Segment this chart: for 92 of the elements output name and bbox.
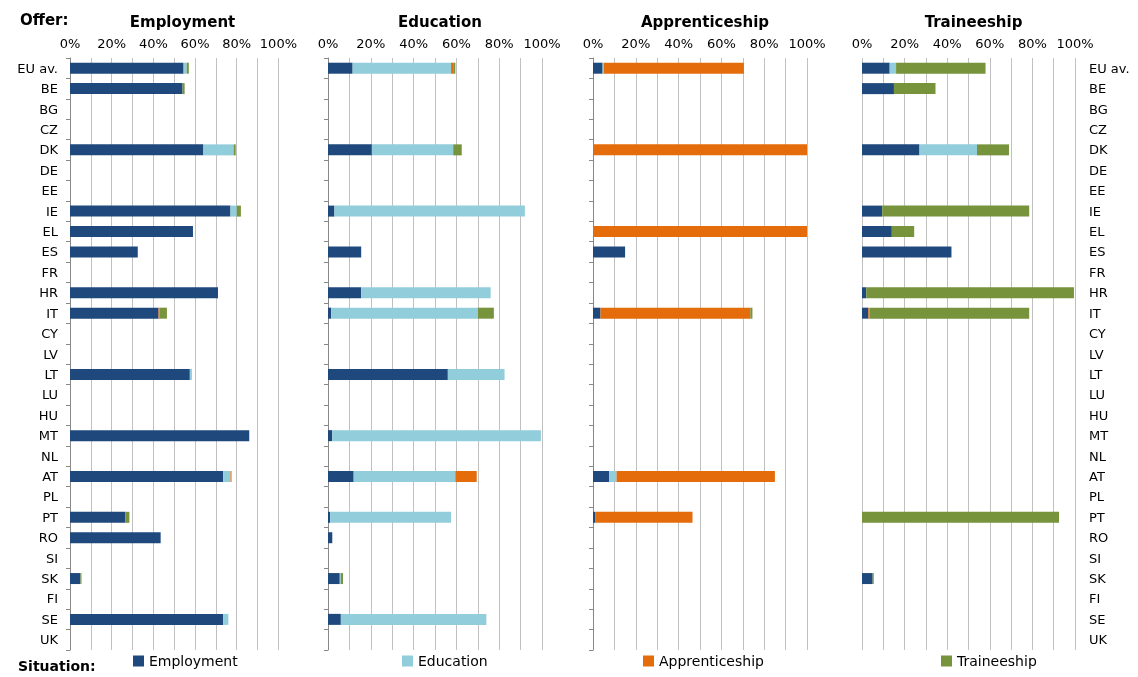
x-tick-label: 60% — [441, 36, 471, 51]
y-tick-label: AT — [1089, 468, 1105, 484]
x-tick-label: 100% — [523, 36, 561, 51]
y-tick-label: LV — [1089, 346, 1104, 362]
y-tick-label: PL — [1089, 489, 1105, 505]
x-tick-label: 0% — [582, 36, 604, 51]
y-tick-label: RO — [38, 530, 58, 546]
y-tick-label: NL — [41, 448, 59, 464]
legend-label: Traineeship — [956, 653, 1037, 669]
y-tick-label: EL — [1089, 224, 1106, 240]
y-tick-label: SE — [1089, 611, 1106, 627]
y-tick-label: SK — [41, 571, 59, 587]
y-tick-label: MT — [38, 428, 59, 444]
y-tick-label: FI — [1089, 591, 1101, 607]
x-tick-label: 60% — [706, 36, 736, 51]
y-tick-label: IT — [46, 305, 59, 321]
legend-label: Apprenticeship — [659, 653, 765, 669]
x-tick-label: 60% — [975, 36, 1005, 51]
y-tick-label: IE — [45, 203, 58, 219]
x-tick-label: 100% — [259, 36, 297, 51]
y-tick-label: LT — [44, 366, 59, 382]
y-tick-label: PT — [42, 509, 59, 525]
y-tick-label: MT — [1089, 428, 1109, 444]
x-tick-label: 40% — [138, 36, 168, 51]
y-tick-label: EU av. — [17, 60, 58, 76]
y-tick-label: BG — [1089, 101, 1108, 117]
y-tick-label: BG — [39, 101, 58, 117]
y-tick-label: PT — [1089, 509, 1105, 525]
y-tick-label: LU — [1089, 387, 1106, 403]
y-tick-label: AT — [42, 468, 59, 484]
y-tick-label: DE — [39, 162, 58, 178]
y-tick-label: HR — [39, 285, 58, 301]
x-tick-label: 0% — [317, 36, 339, 51]
x-tick-label: 40% — [932, 36, 962, 51]
y-tick-label: EU av. — [1089, 60, 1130, 76]
y-tick-label: UK — [1089, 632, 1108, 648]
y-tick-label: DK — [1089, 142, 1109, 158]
y-tick-label: ES — [1089, 244, 1106, 260]
y-tick-label: SI — [45, 550, 58, 566]
x-tick-label: 20% — [890, 36, 920, 51]
y-tick-label: DK — [39, 142, 59, 158]
y-tick-label: CZ — [40, 121, 59, 137]
x-tick-label: 60% — [180, 36, 210, 51]
chart-title: Education — [398, 12, 482, 31]
y-tick-label: BE — [1089, 81, 1107, 97]
y-tick-label: DE — [1089, 162, 1108, 178]
x-tick-label: 80% — [484, 36, 514, 51]
y-tick-label: SK — [1089, 571, 1107, 587]
x-tick-label: 0% — [851, 36, 873, 51]
y-tick-label: CY — [1089, 326, 1106, 342]
x-tick-label: 80% — [749, 36, 779, 51]
y-tick-label: HR — [1089, 285, 1108, 301]
y-tick-label: SI — [1089, 550, 1102, 566]
y-tick-label: EL — [42, 224, 59, 240]
y-tick-label: SE — [41, 611, 58, 627]
y-tick-label: ES — [41, 244, 58, 260]
x-tick-label: 80% — [1017, 36, 1047, 51]
y-tick-label: HU — [1089, 407, 1109, 423]
x-tick-label: 0% — [59, 36, 81, 51]
x-tick-label: 80% — [222, 36, 252, 51]
x-tick-label: 40% — [399, 36, 429, 51]
chart-title: Employment — [129, 12, 236, 31]
y-tick-label: NL — [1089, 448, 1107, 464]
x-tick-label: 20% — [356, 36, 386, 51]
x-tick-label: 40% — [664, 36, 694, 51]
y-tick-label: IE — [1089, 203, 1102, 219]
legend-label: Employment — [149, 653, 239, 669]
y-tick-label: BE — [40, 81, 58, 97]
y-tick-label: IT — [1089, 305, 1101, 321]
text: Offer: — [20, 10, 69, 29]
y-tick-label: FI — [46, 591, 58, 607]
y-tick-label: LU — [41, 387, 58, 403]
y-tick-label: PL — [42, 489, 59, 505]
x-tick-label: 100% — [1056, 36, 1094, 51]
y-tick-label: EE — [1089, 183, 1106, 199]
y-tick-label: EE — [41, 183, 58, 199]
y-tick-label: RO — [1089, 530, 1109, 546]
chart-title: Traineeship — [924, 12, 1023, 31]
x-tick-label: 20% — [621, 36, 651, 51]
y-tick-label: LT — [1089, 366, 1103, 382]
y-tick-label: CY — [41, 326, 59, 342]
y-tick-label: FR — [1089, 264, 1106, 280]
y-tick-label: HU — [38, 407, 58, 423]
y-tick-label: FR — [41, 264, 58, 280]
chart-title: Apprenticeship — [640, 12, 770, 31]
x-tick-label: 100% — [788, 36, 826, 51]
legend-title: Situation: — [18, 658, 96, 674]
y-tick-label: LV — [43, 346, 59, 362]
legend-label: Education — [418, 653, 488, 669]
y-tick-label: UK — [39, 632, 59, 648]
y-tick-label: CZ — [1089, 121, 1108, 137]
x-tick-label: 20% — [97, 36, 127, 51]
